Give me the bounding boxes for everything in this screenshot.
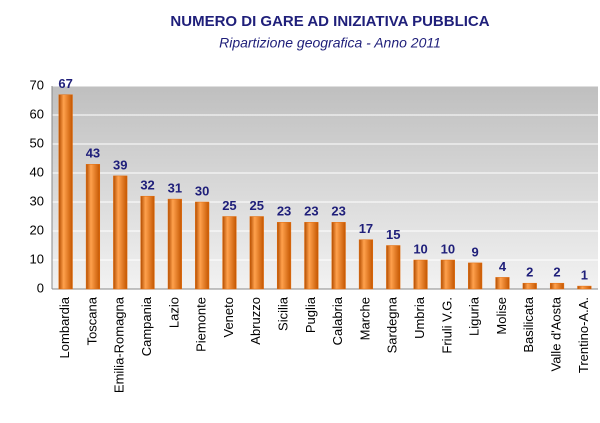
x-tick-label: Liguria xyxy=(467,296,482,336)
data-label: 25 xyxy=(250,198,264,213)
bar xyxy=(167,198,182,290)
bar xyxy=(413,259,428,290)
bar xyxy=(140,195,155,290)
bar xyxy=(113,175,128,290)
bar xyxy=(331,222,346,290)
plot-area xyxy=(52,86,598,289)
x-tick-label: Abruzzo xyxy=(248,297,263,345)
x-tick-label: Calabria xyxy=(330,296,345,345)
x-tick-label: Campania xyxy=(139,296,154,356)
data-label: 10 xyxy=(441,241,455,256)
data-label: 32 xyxy=(140,178,154,193)
bar xyxy=(358,239,374,290)
x-tick-label: Umbria xyxy=(412,296,427,339)
data-label: 2 xyxy=(526,265,533,280)
bar xyxy=(549,282,565,290)
data-label: 2 xyxy=(553,265,560,280)
bar xyxy=(85,164,101,290)
data-label: 23 xyxy=(304,204,318,219)
bar xyxy=(468,262,483,290)
y-tick-label: 40 xyxy=(30,164,44,179)
x-tick-label: Marche xyxy=(357,297,372,340)
y-tick-label: 0 xyxy=(37,280,44,295)
data-label: 10 xyxy=(413,241,427,256)
y-tick-label: 50 xyxy=(30,135,44,150)
data-label: 4 xyxy=(499,259,507,274)
bar xyxy=(304,222,319,290)
data-label: 25 xyxy=(222,198,236,213)
x-tick-label: Piemonte xyxy=(194,297,209,352)
x-tick-label: Lazio xyxy=(166,297,181,328)
data-label: 67 xyxy=(58,76,72,91)
y-tick-label: 70 xyxy=(30,77,44,92)
data-label: 9 xyxy=(472,244,479,259)
bar xyxy=(522,282,537,290)
y-tick-label: 20 xyxy=(30,222,44,237)
x-tick-label: Friuli V.G. xyxy=(439,297,454,354)
data-label: 1 xyxy=(581,268,588,283)
bar xyxy=(249,216,264,290)
data-label: 43 xyxy=(86,146,100,161)
x-tick-label: Sardegna xyxy=(385,296,400,353)
x-tick-label: Trentino-A.A. xyxy=(576,297,591,373)
bar xyxy=(495,277,510,290)
data-label: 30 xyxy=(195,183,209,198)
data-label: 15 xyxy=(386,227,400,242)
y-tick-label: 60 xyxy=(30,106,44,121)
x-tick-label: Valle d'Aosta xyxy=(548,296,563,371)
bar xyxy=(58,94,73,290)
bar xyxy=(222,216,237,290)
bar xyxy=(440,259,455,290)
x-tick-label: Veneto xyxy=(221,297,236,338)
x-tick-label: Puglia xyxy=(303,296,318,333)
y-tick-label: 30 xyxy=(30,193,44,208)
bar xyxy=(276,222,292,290)
chart-subtitle: Ripartizione geografica - Anno 2011 xyxy=(219,35,441,51)
x-tick-label: Toscana xyxy=(84,296,99,345)
data-label: 17 xyxy=(359,221,373,236)
y-tick-label: 10 xyxy=(30,251,44,266)
chart-title: NUMERO DI GARE AD INIZIATIVA PUBBLICA xyxy=(170,13,489,30)
x-tick-label: Molise xyxy=(494,297,509,335)
data-label: 39 xyxy=(113,157,127,172)
data-label: 31 xyxy=(168,181,182,196)
x-tick-label: Sicilia xyxy=(275,296,290,331)
bar xyxy=(386,245,401,290)
data-label: 23 xyxy=(331,204,345,219)
bar xyxy=(577,285,592,290)
x-tick-label: Emilia-Romagna xyxy=(112,296,127,393)
bar xyxy=(195,201,210,290)
data-label: 23 xyxy=(277,204,291,219)
x-tick-label: Lombardia xyxy=(57,296,72,358)
x-tick-label: Basilicata xyxy=(521,296,536,352)
